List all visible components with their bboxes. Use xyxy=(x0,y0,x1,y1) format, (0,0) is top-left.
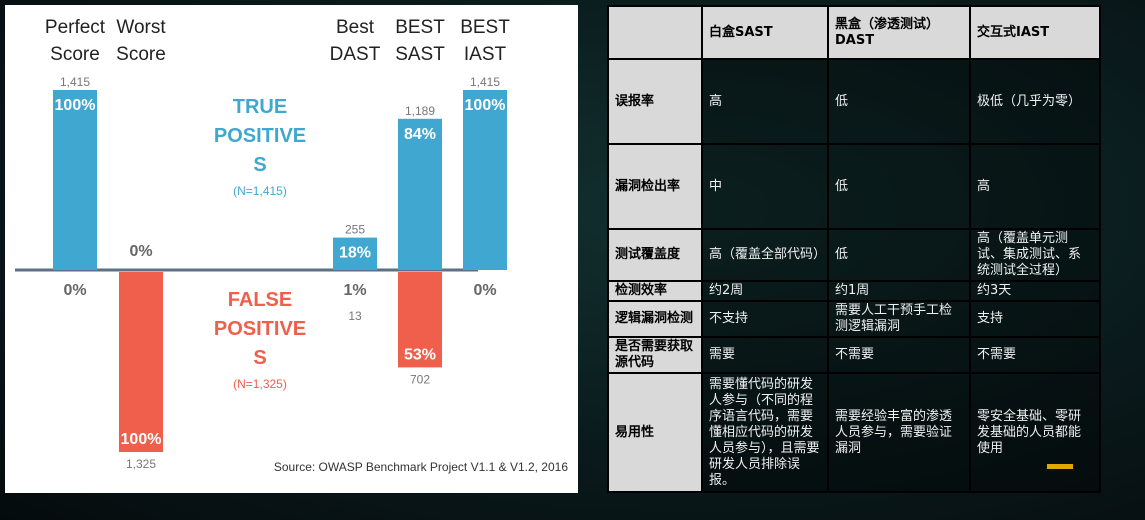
tp-count-label: 1,415 xyxy=(470,75,500,89)
tp-percent-label: 100% xyxy=(465,97,506,114)
false-positive-bar xyxy=(119,272,163,452)
table-row: 逻辑漏洞检测 不支持 需要人工干预手工检测逻辑漏洞 支持 xyxy=(607,300,1101,338)
false-positives-label: S xyxy=(253,347,266,369)
category-label: Best xyxy=(336,17,375,38)
row-header: 是否需要获取源代码 xyxy=(607,336,703,374)
table-cell: 中 xyxy=(701,143,829,230)
true-positives-label: TRUE xyxy=(233,96,287,118)
table-cell: 低 xyxy=(827,228,971,282)
table-row: 检测效率 约2周 约1周 约3天 xyxy=(607,280,1101,302)
table-cell: 约2周 xyxy=(701,280,829,302)
comparison-table: 白盒SAST 黑盒（渗透测试）DAST 交互式IAST 误报率高低极低（几乎为零） 漏洞… xyxy=(607,5,1101,493)
true-positive-bar xyxy=(333,237,377,270)
true-positives-label: S xyxy=(253,154,266,176)
row-header: 易用性 xyxy=(607,372,703,493)
table-cell: 低 xyxy=(827,143,971,230)
table-cell: 不需要 xyxy=(969,336,1101,374)
false-positives-label: POSITIVE xyxy=(214,318,306,340)
category-label: BEST xyxy=(395,17,445,38)
table-cell: 高 xyxy=(969,143,1101,230)
table-cell: 零安全基础、零研发基础的人员都能使用 xyxy=(969,372,1101,493)
row-header: 检测效率 xyxy=(607,280,703,302)
tp-count-label: 1,415 xyxy=(60,75,90,89)
benchmark-chart: Perfect Score 100% 1,415 0% Worst Score 0% 100% 1… xyxy=(5,5,578,493)
false-positives-label: FALSE xyxy=(228,289,292,311)
false-positives-label-n: (N=1,325) xyxy=(233,377,287,391)
fp-percent-label: 0% xyxy=(63,282,86,299)
category-label: SAST xyxy=(395,44,445,65)
table-cell: 高（覆盖单元测试、集成测试、系统测试全过程） xyxy=(969,228,1101,282)
table-cell: 不需要 xyxy=(827,336,971,374)
category-label: Score xyxy=(50,44,100,65)
tp-count-label: 1,189 xyxy=(405,104,435,118)
category-label: Score xyxy=(116,44,166,65)
column-header xyxy=(607,5,703,60)
true-positives-label-n: (N=1,415) xyxy=(233,184,287,198)
fp-percent-label: 100% xyxy=(121,431,162,448)
table-cell: 需要懂代码的研发人参与（不同的程序语言代码，需要懂相应代码的研发人员参与），且需… xyxy=(701,372,829,493)
table-cell: 约1周 xyxy=(827,280,971,302)
fp-percent-label: 0% xyxy=(473,282,496,299)
fp-percent-label: 1% xyxy=(343,282,366,299)
true-positive-bar xyxy=(53,90,97,270)
tp-percent-label: 84% xyxy=(404,126,436,143)
chart-svg: Perfect Score 100% 1,415 0% Worst Score 0% 100% 1… xyxy=(15,17,568,474)
fp-count-label: 1,325 xyxy=(126,457,156,471)
table-cell: 需要经验丰富的渗透人员参与，需要验证漏洞 xyxy=(827,372,971,493)
page-marker xyxy=(1047,464,1073,469)
table-cell: 高 xyxy=(701,58,829,145)
table-cell: 支持 xyxy=(969,300,1101,338)
table-cell: 需要 xyxy=(701,336,829,374)
tp-percent-label: 100% xyxy=(55,97,96,114)
table-row: 易用性 需要懂代码的研发人参与（不同的程序语言代码，需要懂相应代码的研发人员参与）… xyxy=(607,372,1101,493)
table-row: 漏洞检出率中低高 xyxy=(607,143,1101,230)
table-cell: 需要人工干预手工检测逻辑漏洞 xyxy=(827,300,971,338)
fp-count-label: 702 xyxy=(410,372,430,386)
table-cell: 不支持 xyxy=(701,300,829,338)
table-header-row: 白盒SAST 黑盒（渗透测试）DAST 交互式IAST xyxy=(607,5,1101,60)
table-cell: 约3天 xyxy=(969,280,1101,302)
table-row: 是否需要获取源代码 需要 不需要 不需要 xyxy=(607,336,1101,374)
source-note: Source: OWASP Benchmark Project V1.1 & V… xyxy=(274,460,568,474)
true-positive-bar xyxy=(398,118,442,270)
table-cell: 极低（几乎为零） xyxy=(969,58,1101,145)
table-row: 测试覆盖度 高（覆盖全部代码）低高（覆盖单元测试、集成测试、系统测试全过程） xyxy=(607,228,1101,282)
category-label: Worst xyxy=(116,17,166,38)
tp-percent-label: 0% xyxy=(129,243,152,260)
table-cell: 低 xyxy=(827,58,971,145)
column-header: 白盒SAST xyxy=(701,5,829,60)
category-label: DAST xyxy=(330,44,381,65)
category-label: BEST xyxy=(460,17,510,38)
tp-count-label: 255 xyxy=(345,223,365,237)
row-header: 漏洞检出率 xyxy=(607,143,703,230)
table-row: 误报率高低极低（几乎为零） xyxy=(607,58,1101,145)
true-positives-label: POSITIVE xyxy=(214,125,306,147)
row-header: 逻辑漏洞检测 xyxy=(607,300,703,338)
true-positive-bar xyxy=(463,90,507,270)
column-header: 黑盒（渗透测试）DAST xyxy=(827,5,971,60)
fp-percent-label: 53% xyxy=(404,346,436,363)
tp-percent-label: 18% xyxy=(339,245,371,262)
table-cell: 高（覆盖全部代码） xyxy=(701,228,829,282)
category-label: IAST xyxy=(464,44,507,65)
column-header: 交互式IAST xyxy=(969,5,1101,60)
row-header: 误报率 xyxy=(607,58,703,145)
category-label: Perfect xyxy=(45,17,106,38)
false-positive-bar xyxy=(398,272,442,368)
row-header: 测试覆盖度 xyxy=(607,228,703,282)
fp-count-label: 13 xyxy=(348,309,362,323)
